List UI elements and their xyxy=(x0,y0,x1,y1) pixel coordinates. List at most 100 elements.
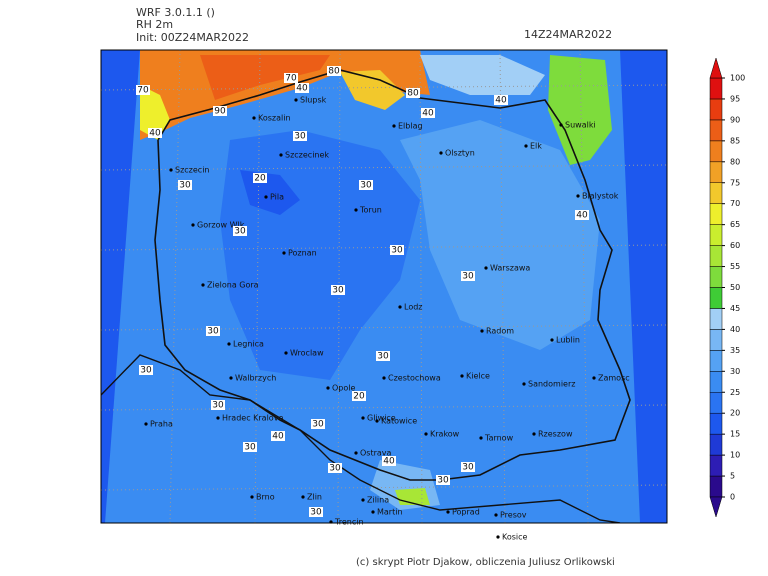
colorbar-tick-label: 60 xyxy=(730,241,740,250)
contour-label-box xyxy=(376,351,390,361)
city-dot xyxy=(227,342,231,346)
contour-label: 80 xyxy=(328,67,340,77)
city-label: Hradec Kralove xyxy=(222,414,283,423)
colorbar-segment xyxy=(709,329,723,351)
contour-label: 40 xyxy=(422,109,434,119)
contour-label-box xyxy=(461,462,475,472)
contour-label: 30 xyxy=(332,286,344,296)
contour-label: 30 xyxy=(391,246,403,256)
contour-label-box xyxy=(243,442,257,452)
contour-label-box xyxy=(494,95,508,105)
city-dot xyxy=(144,422,148,426)
colorbar-tick-label: 80 xyxy=(730,157,740,166)
city-dot xyxy=(284,351,288,355)
credits: (c) skrypt Piotr Djakow, obliczenia Juli… xyxy=(356,557,615,568)
city-dot xyxy=(282,251,286,255)
contour-label: 80 xyxy=(407,89,419,99)
contour-label-box xyxy=(206,326,220,336)
bay-yellow xyxy=(340,70,405,110)
city-dot xyxy=(252,116,256,120)
contour-label: 30 xyxy=(312,420,324,430)
contour-label: 30 xyxy=(244,443,256,453)
colorbar-tick-label: 95 xyxy=(730,94,740,103)
city-dot xyxy=(229,376,233,380)
colorbar-tick-label: 70 xyxy=(730,199,740,208)
colorbar-tick-label: 35 xyxy=(730,346,740,355)
north-moist xyxy=(420,55,545,95)
contour-label-box xyxy=(382,456,396,466)
contour-label: 70 xyxy=(137,86,149,96)
city-dot xyxy=(460,374,464,378)
model-label: WRF 3.0.1.1 () xyxy=(136,6,215,19)
city-label: Elk xyxy=(530,142,542,151)
city-dot xyxy=(382,376,386,380)
city-dot xyxy=(169,168,173,172)
city-label: Kosice xyxy=(502,533,528,542)
city-dot xyxy=(592,376,596,380)
city-label: Brno xyxy=(256,493,275,502)
sea-higher xyxy=(200,55,330,100)
contour-label: 30 xyxy=(310,508,322,518)
colorbar-segment xyxy=(709,412,723,435)
city-label: Szczecin xyxy=(175,166,210,175)
colorbar-tick-label: 55 xyxy=(730,262,740,271)
city-label: Poznan xyxy=(288,249,317,258)
city-label: Katowice xyxy=(381,417,417,426)
colorbar-segment xyxy=(709,266,723,288)
city-dot xyxy=(446,510,450,514)
city-label: Opole xyxy=(332,384,355,393)
contour-label-box xyxy=(327,66,341,76)
cities: Slupsk Koszalin Elblag Suwalki Elk Olsztyn Szc… xyxy=(144,96,630,542)
city-label: Olsztyn xyxy=(445,149,475,158)
city-label: Rzeszow xyxy=(538,430,573,439)
border xyxy=(154,69,631,481)
city-label: Suwalki xyxy=(565,121,596,130)
contour-label-box xyxy=(271,431,285,441)
colorbar-segment xyxy=(709,182,723,204)
colorbar: 0 5 10 15 20 25 30 35 40 45 50 55 60 65 70 75 80 85 90 95 10… xyxy=(709,57,745,518)
city-dot xyxy=(484,266,488,270)
colorbar-segment xyxy=(709,245,723,267)
city-label: Koszalin xyxy=(258,114,291,123)
map-field xyxy=(101,50,667,523)
city-label: Gorzow Wlk. xyxy=(197,221,247,230)
colorbar-tick-label: 10 xyxy=(730,451,740,460)
city-label: Szczecinek xyxy=(285,151,329,160)
contour-label-box xyxy=(328,463,342,473)
contour-label: 30 xyxy=(377,352,389,362)
city-label: Torun xyxy=(359,206,382,215)
contour-label-box xyxy=(311,419,325,429)
city-dot xyxy=(371,510,375,514)
north-east-green xyxy=(548,55,612,165)
city-dot xyxy=(524,144,528,148)
colorbar-segment xyxy=(709,287,723,309)
city-dot xyxy=(201,283,205,287)
contour-label-box xyxy=(284,73,298,83)
colorbar-tick-label: 45 xyxy=(730,304,740,313)
contour-label: 30 xyxy=(462,463,474,473)
contour-label-box xyxy=(331,285,345,295)
city-label: Warszawa xyxy=(490,264,530,273)
contour-label: 30 xyxy=(234,227,246,237)
colorbar-tick-label: 20 xyxy=(730,409,740,418)
init-label: Init: 00Z24MAR2022 xyxy=(136,31,249,44)
colorbar-segment xyxy=(709,454,723,477)
city-label: Zlin xyxy=(307,493,322,502)
city-label: Pila xyxy=(270,193,284,202)
contour-label: 30 xyxy=(437,476,449,486)
city-label: Gliwice xyxy=(367,414,396,423)
contour-label: 30 xyxy=(207,327,219,337)
contour-label: 40 xyxy=(576,211,588,221)
city-label: Elblag xyxy=(398,122,423,131)
colorbar-tick-label: 15 xyxy=(730,430,740,439)
contour-label-box xyxy=(390,245,404,255)
city-dot xyxy=(559,123,563,127)
city-dot xyxy=(354,451,358,455)
city-dot xyxy=(264,195,268,199)
contour-label: 30 xyxy=(140,366,152,376)
contour-label-box xyxy=(148,128,162,138)
colorbar-segment xyxy=(709,371,723,393)
contour-label-box xyxy=(211,400,225,410)
